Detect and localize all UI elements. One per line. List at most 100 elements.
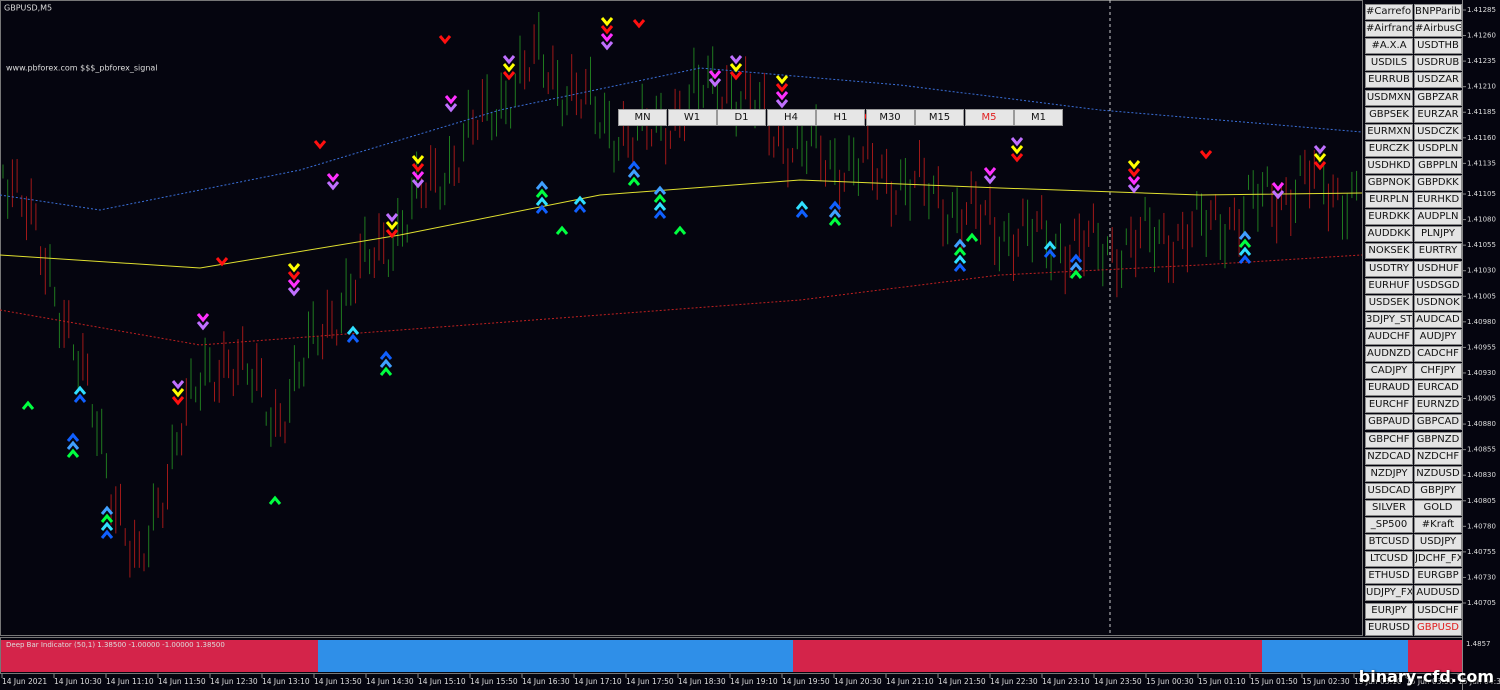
symbol-button[interactable]: #Kraft <box>1414 517 1462 533</box>
symbol-button[interactable]: EURHUF <box>1365 277 1413 294</box>
symbol-button[interactable]: GBPZAR <box>1414 89 1462 106</box>
timeframe-button[interactable]: M1 <box>1014 109 1063 126</box>
symbol-button[interactable]: GBPNZD <box>1414 431 1462 448</box>
symbol-button[interactable]: USDHKD <box>1365 157 1413 174</box>
symbol-button[interactable]: NZDCAD <box>1365 448 1413 465</box>
symbol-button[interactable]: EURUSD <box>1365 619 1413 636</box>
symbol-button[interactable]: EURAUD <box>1365 380 1413 397</box>
sell-arrow <box>1271 182 1285 192</box>
symbol-button[interactable]: GBPSEK <box>1365 106 1413 123</box>
symbol-button[interactable]: GBPAUD <box>1365 414 1413 431</box>
time-label: 14 Jun 21:50 <box>938 677 986 686</box>
symbol-button[interactable]: USDJPY <box>1414 534 1462 551</box>
symbol-button[interactable]: _SP500 <box>1365 517 1413 533</box>
timeframe-button[interactable]: H1 <box>816 109 865 126</box>
symbol-button[interactable]: EURCAD <box>1414 380 1462 397</box>
symbol-button[interactable]: AUDPLN <box>1414 209 1462 226</box>
symbol-button[interactable]: PLNJPY <box>1414 226 1462 243</box>
sell-arrow <box>600 41 614 51</box>
symbol-button[interactable]: BNPPariba <box>1414 4 1462 20</box>
symbol-button[interactable]: EURZAR <box>1414 106 1462 123</box>
symbol-button[interactable]: USDTRY <box>1365 260 1413 277</box>
symbol-button[interactable]: CADCHF <box>1414 346 1462 362</box>
symbol-button[interactable]: LTCUSD <box>1365 551 1413 568</box>
timeframe-button[interactable]: H4 <box>766 109 816 126</box>
symbol-button[interactable]: EURMXN <box>1365 123 1413 140</box>
timeframe-button[interactable]: MN <box>618 109 667 126</box>
symbol-button[interactable]: USDTHB <box>1414 38 1462 55</box>
sell-arrow <box>1010 145 1024 155</box>
symbol-button[interactable]: AUDCAD <box>1414 311 1462 328</box>
symbol-button[interactable]: SILVER <box>1365 499 1413 516</box>
symbol-button[interactable]: NZDJPY <box>1365 465 1413 482</box>
symbol-button[interactable]: EURHKD <box>1414 192 1462 209</box>
timeframe-button[interactable]: W1 <box>667 109 717 126</box>
symbol-button[interactable]: #AirbusGr <box>1414 21 1462 38</box>
timeframe-button[interactable]: D1 <box>717 109 766 126</box>
symbol-button[interactable]: GBPCHF <box>1365 431 1413 448</box>
sell-arrow <box>171 396 185 406</box>
sell-arrow <box>983 175 997 185</box>
symbol-button[interactable]: BTCUSD <box>1365 534 1413 551</box>
symbol-button[interactable]: USDNOK <box>1414 294 1462 311</box>
symbol-button[interactable]: AUDCHF <box>1365 328 1413 345</box>
symbol-button[interactable]: EURDKK <box>1365 209 1413 226</box>
timeframe-button[interactable]: M15 <box>915 109 964 126</box>
symbol-button[interactable]: AUDUSD <box>1414 585 1462 602</box>
symbol-button[interactable]: USDILS <box>1365 55 1413 72</box>
symbol-button[interactable]: USDCHF <box>1414 602 1462 619</box>
symbol-button[interactable]: EURPLN <box>1365 192 1413 209</box>
buy-arrow <box>21 400 35 410</box>
symbol-button[interactable]: USDHUF <box>1414 260 1462 277</box>
symbol-button[interactable]: GBPNOK <box>1365 175 1413 191</box>
symbol-button[interactable]: ETHUSD <box>1365 568 1413 585</box>
symbol-button[interactable]: JDCHF_FX <box>1414 551 1462 568</box>
time-label: 14 Jun 19:50 <box>782 677 830 686</box>
symbol-button[interactable]: USDCZK <box>1414 123 1462 140</box>
symbol-button[interactable]: AUDNZD <box>1365 346 1413 362</box>
symbol-button[interactable]: GOLD <box>1414 499 1462 516</box>
timeframe-button[interactable]: M5 <box>964 109 1014 126</box>
symbol-button[interactable]: #A.X.A <box>1365 38 1413 55</box>
sell-arrow <box>1127 160 1141 170</box>
symbol-button[interactable]: NOKSEK <box>1365 243 1413 260</box>
symbol-button[interactable]: USDCAD <box>1365 482 1413 499</box>
symbol-button[interactable]: USDPLN <box>1414 140 1462 157</box>
time-label: 14 Jun 14:30 <box>366 677 414 686</box>
symbol-button[interactable]: EURTRY <box>1414 243 1462 260</box>
symbol-button[interactable]: GBPUSD <box>1414 619 1462 636</box>
symbol-button[interactable]: EURGBP <box>1414 568 1462 585</box>
symbol-button[interactable]: #Carrefour <box>1365 4 1413 20</box>
symbol-button[interactable]: GBPPLN <box>1414 157 1462 174</box>
symbol-button[interactable]: USDZAR <box>1414 72 1462 89</box>
symbol-button[interactable]: AUDJPY <box>1414 328 1462 345</box>
sell-arrow <box>1127 176 1141 186</box>
symbol-button[interactable]: GBPJPY <box>1414 482 1462 499</box>
symbol-button[interactable]: EURCZK <box>1365 140 1413 157</box>
symbol-button[interactable]: USDRUB <box>1414 55 1462 72</box>
symbol-button[interactable]: NZDUSD <box>1414 465 1462 482</box>
symbol-button[interactable]: UDJPY_FX <box>1365 585 1413 602</box>
symbol-button[interactable]: #Airfrance <box>1365 21 1413 38</box>
symbol-button[interactable]: 3DJPY_ST <box>1365 311 1413 328</box>
symbol-button[interactable]: GBPCAD <box>1414 414 1462 431</box>
symbol-button[interactable]: NZDCHF <box>1414 448 1462 465</box>
timeframe-button[interactable]: M30 <box>865 109 915 126</box>
symbol-button[interactable]: USDMXN <box>1365 89 1413 106</box>
symbol-button[interactable]: EURRUB <box>1365 72 1413 89</box>
buy-arrow <box>795 200 809 210</box>
symbol-button[interactable]: EURNZD <box>1414 397 1462 414</box>
time-label: 14 Jun 21:10 <box>886 677 934 686</box>
symbol-button[interactable]: EURJPY <box>1365 602 1413 619</box>
symbol-button[interactable]: AUDDKK <box>1365 226 1413 243</box>
symbol-button[interactable]: GBPDKK <box>1414 175 1462 191</box>
symbol-button[interactable]: USDSGD <box>1414 277 1462 294</box>
symbol-button[interactable]: CADJPY <box>1365 363 1413 380</box>
buy-arrow <box>1238 246 1252 256</box>
symbol-button[interactable]: CHFJPY <box>1414 363 1462 380</box>
buy-arrow <box>1069 253 1083 263</box>
symbol-button[interactable]: USDSEK <box>1365 294 1413 311</box>
sell-arrow <box>502 71 516 81</box>
price-label: 1.40730 <box>1467 573 1496 581</box>
symbol-button[interactable]: EURCHF <box>1365 397 1413 414</box>
